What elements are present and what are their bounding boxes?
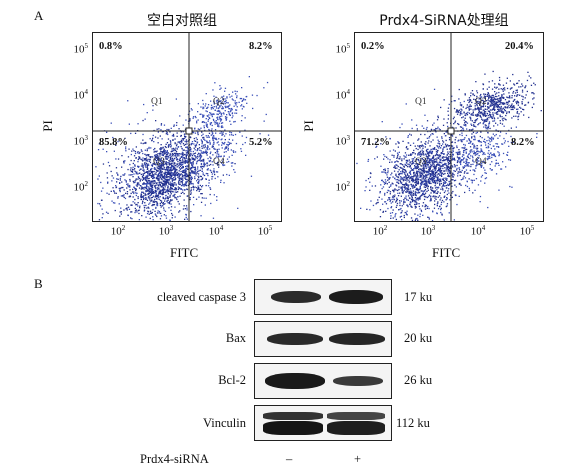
plot1-q3-pct: 85.8% <box>99 137 128 148</box>
plot2-ytick-4: 104 <box>335 88 351 102</box>
plot2-q3-name: Q3 <box>415 157 427 167</box>
plot1-ylabel: PI <box>39 120 55 132</box>
panel-a-letter: A <box>34 8 44 23</box>
plot2-q2-name: Q2 <box>475 97 487 107</box>
plot1-q3-name: Q3 <box>153 157 165 167</box>
plot1-area: 0.8% 8.2% 85.8% 5.2% Q1 Q2 Q3 Q4 <box>92 32 282 222</box>
plot2-xtick-5: 105 <box>519 224 535 238</box>
plot1-xlabel: FITC <box>170 245 199 260</box>
plot2-xlabel: FITC <box>432 245 461 260</box>
plot1-q2-name: Q2 <box>213 97 225 107</box>
plot1-scatter <box>93 33 281 221</box>
plot1-ytick-3: 103 <box>73 134 89 148</box>
plot2-xtick-4: 104 <box>470 224 486 238</box>
plot2-ytick-3: 103 <box>335 134 351 148</box>
plot1-q4-name: Q4 <box>213 157 225 167</box>
plot1-title: 空白对照组 <box>147 13 217 29</box>
plot1-q4-pct: 5.2% <box>249 137 273 148</box>
plot2-xtick-3: 103 <box>420 224 436 238</box>
plot2-q4-pct: 8.2% <box>511 137 535 148</box>
plot2-area: 0.2% 20.4% 71.2% 8.2% Q1 Q2 Q3 Q4 <box>354 32 544 222</box>
treatment-plus: + <box>354 452 362 466</box>
plot2-title: Prdx4-SiRNA处理组 <box>379 13 509 29</box>
plot1-ytick-2: 102 <box>73 180 89 194</box>
wb-label-caspase3: cleaved caspase 3 <box>157 290 246 304</box>
plot2-q1-name: Q1 <box>415 97 427 107</box>
plot2-scatter <box>355 33 543 221</box>
plot1-xtick-5: 105 <box>257 224 273 238</box>
wb-size-caspase3: 17 ku <box>404 290 433 304</box>
plot2-ytick-2: 102 <box>335 180 351 194</box>
plot2-ylabel: PI <box>300 120 316 132</box>
plot1-ytick-4: 104 <box>73 88 89 102</box>
plot2-q2-pct: 20.4% <box>505 41 534 52</box>
plot2-xtick-2: 102 <box>372 224 388 238</box>
wb-blot-vinculin <box>254 405 392 441</box>
wb-label-vinculin: Vinculin <box>203 416 246 430</box>
panel-b-letter: B <box>34 276 43 291</box>
plot2-q1-pct: 0.2% <box>361 41 385 52</box>
plot2-q3-pct: 71.2% <box>361 137 390 148</box>
plot1-q1-pct: 0.8% <box>99 41 123 52</box>
wb-size-vinculin: 112 ku <box>396 416 430 430</box>
wb-size-bax: 20 ku <box>404 331 433 345</box>
wb-label-bax: Bax <box>225 331 246 345</box>
wb-blot-caspase3 <box>254 279 392 315</box>
plot1-ytick-5: 105 <box>73 42 89 56</box>
wb-label-bcl2: Bcl-2 <box>218 373 246 387</box>
plot1-q1-name: Q1 <box>151 97 163 107</box>
wb-blot-bax <box>254 321 392 357</box>
wb-blot-bcl2 <box>254 363 392 399</box>
treatment-minus: – <box>286 452 293 466</box>
plot2-ytick-5: 105 <box>335 42 351 56</box>
wb-size-bcl2: 26 ku <box>404 373 433 387</box>
plot1-xtick-3: 103 <box>158 224 174 238</box>
treatment-label: Prdx4-siRNA <box>140 452 209 466</box>
plot1-q2-pct: 8.2% <box>249 41 273 52</box>
plot1-xtick-2: 102 <box>110 224 126 238</box>
plot1-xtick-4: 104 <box>208 224 224 238</box>
plot2-q4-name: Q4 <box>475 157 487 167</box>
